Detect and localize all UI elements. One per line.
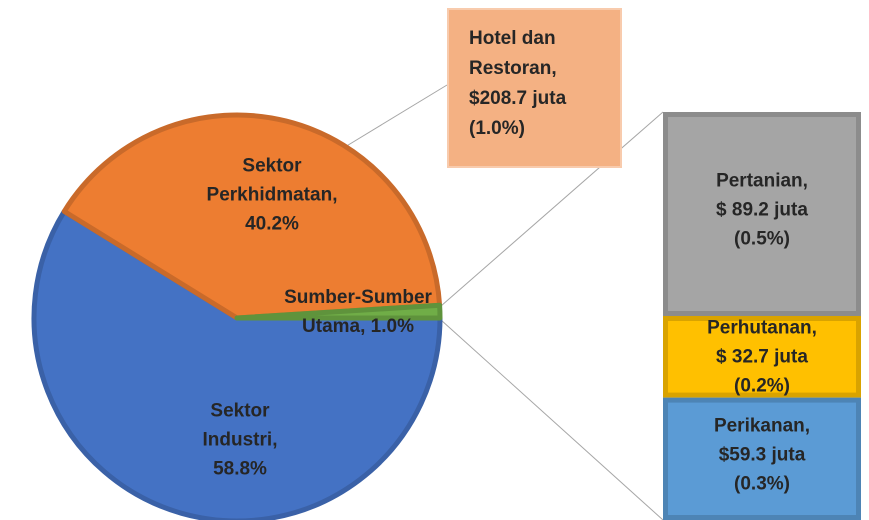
annotation-percent: (1.0%) — [469, 118, 525, 139]
category-label: Sektor Industri — [203, 401, 278, 451]
amount-label: $ 89.2 juta — [716, 199, 808, 221]
annotation-text: Hotel dan Restoran — [469, 28, 557, 79]
category-label: Sektor Perkhidmatan — [207, 156, 338, 206]
amount-label: $59.3 juta — [718, 444, 806, 466]
value-label: 40.2% — [245, 213, 299, 235]
category-label: Perhutanan — [667, 313, 857, 342]
amount-label: $ 32.7 juta — [716, 346, 808, 368]
data-label: Sektor Perkhidmatan 40.2% — [197, 152, 347, 239]
pie-slice — [31, 208, 443, 520]
pie-slice — [234, 302, 443, 321]
value-label: (0.3%) — [734, 473, 790, 495]
bar-segment — [663, 112, 861, 316]
connector — [440, 319, 664, 520]
value-label: (0.5%) — [734, 228, 790, 250]
value-label: 1.0% — [370, 316, 414, 337]
pie-slice — [61, 112, 443, 321]
annotation-box: Hotel dan Restoran $208.7 juta (1.0%) — [447, 8, 622, 168]
connector — [339, 84, 448, 151]
category-label: Pertanian — [667, 167, 857, 196]
category-label: Perikanan — [667, 411, 857, 440]
data-label: Perhutanan $ 32.7 juta (0.2%) — [667, 313, 857, 400]
value-label: (0.2%) — [734, 375, 790, 397]
data-label: Sektor Industri 58.8% — [175, 397, 305, 484]
data-label: Pertanian $ 89.2 juta (0.5%) — [667, 167, 857, 254]
data-label: Perikanan $59.3 juta (0.3%) — [667, 411, 857, 498]
connector — [440, 111, 664, 307]
value-label: 58.8% — [213, 458, 267, 480]
annotation-amount: $208.7 juta — [469, 88, 567, 109]
data-label: Sumber-Sumber Utama 1.0% — [258, 283, 458, 341]
